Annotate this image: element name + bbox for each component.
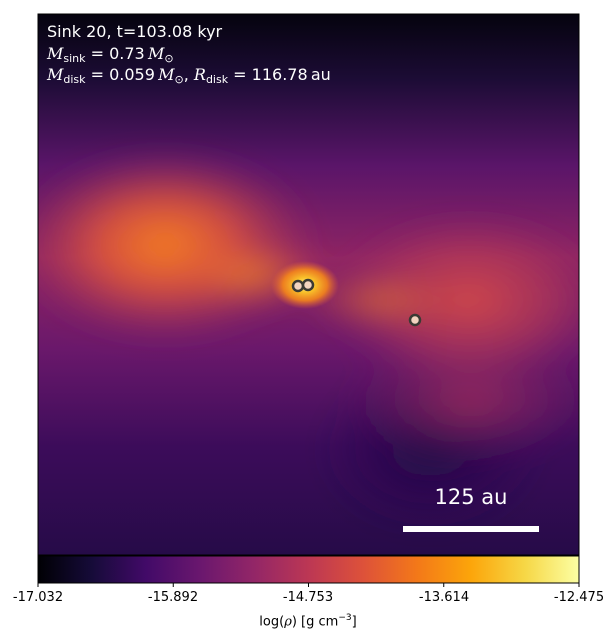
colorbar-label: log(ρ) [g cm−3] xyxy=(259,613,357,630)
colorbar-tick-label: -14.753 xyxy=(282,590,334,605)
disk-radius-value: 116.78 xyxy=(251,65,308,84)
scale-bar-label: 125 au xyxy=(435,485,508,509)
colorbar-ticks xyxy=(37,583,580,587)
scale-bar xyxy=(403,526,539,532)
sink-mass-line: Msink = 0.73 M⊙ xyxy=(47,44,174,65)
colorbar-tick-label: -13.614 xyxy=(418,590,470,605)
disk-radius-unit: au xyxy=(310,65,331,84)
colorbar xyxy=(37,555,580,584)
colorbar-tick-label: -17.032 xyxy=(12,590,64,605)
sink-mass-value: 0.73 xyxy=(109,44,145,63)
sink-markers xyxy=(291,278,422,327)
density-image xyxy=(38,14,579,555)
sink-b xyxy=(301,278,315,292)
colorbar-tick-label: -12.475 xyxy=(553,590,605,605)
colorbar-tick-label: -15.892 xyxy=(147,590,199,605)
disk-mass-value: 0.059 xyxy=(109,65,155,84)
sink-a xyxy=(291,279,305,293)
disk-line: Mdisk = 0.059 M⊙, Rdisk = 116.78 au xyxy=(47,65,331,86)
sink-title: Sink 20, t=103.08 kyr xyxy=(47,22,223,41)
sink-c xyxy=(408,313,422,327)
